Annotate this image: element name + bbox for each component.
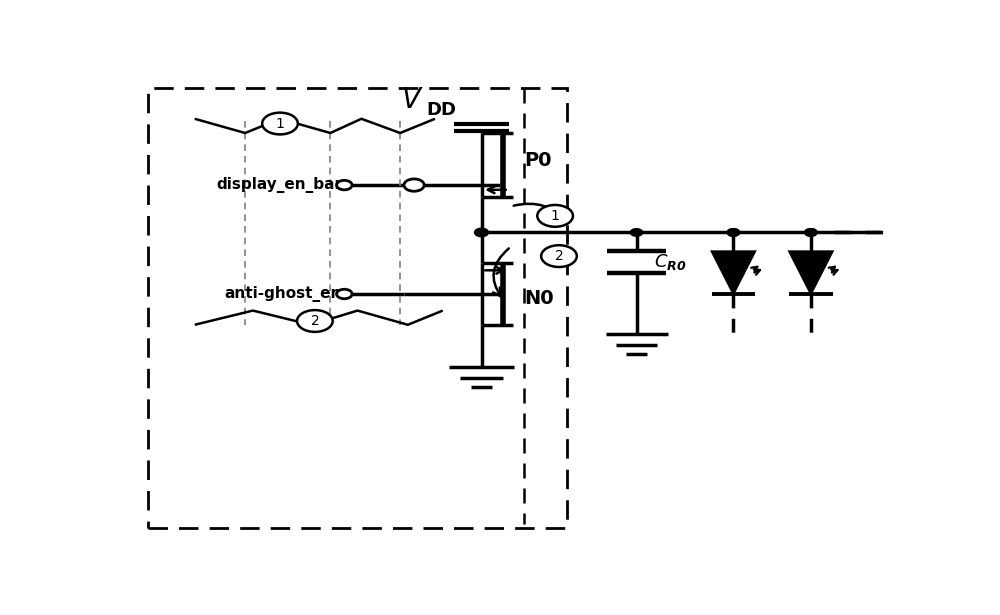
Text: 2: 2 (555, 249, 563, 263)
Polygon shape (789, 252, 833, 294)
Text: 1: 1 (551, 209, 560, 223)
Circle shape (337, 289, 352, 299)
Circle shape (537, 205, 573, 227)
Circle shape (805, 229, 817, 236)
Circle shape (630, 229, 643, 236)
FancyArrowPatch shape (514, 204, 567, 223)
Text: $\mathit{V}$: $\mathit{V}$ (401, 86, 423, 114)
Text: $\mathregular{DD}$: $\mathregular{DD}$ (426, 101, 457, 119)
Text: P0: P0 (524, 151, 552, 170)
Text: anti-ghost_en: anti-ghost_en (225, 286, 342, 302)
Text: $C_{\mathregular{R0}}$: $C_{\mathregular{R0}}$ (654, 252, 686, 272)
Circle shape (727, 229, 740, 236)
Circle shape (337, 180, 352, 190)
Circle shape (541, 245, 577, 267)
Circle shape (727, 229, 740, 236)
Text: display_en_bar: display_en_bar (216, 177, 342, 193)
Text: 1: 1 (276, 116, 284, 130)
Circle shape (262, 113, 298, 135)
Polygon shape (712, 252, 755, 294)
FancyArrowPatch shape (493, 248, 509, 296)
Text: 2: 2 (310, 314, 319, 328)
Circle shape (297, 310, 333, 332)
Circle shape (805, 229, 817, 236)
Circle shape (475, 228, 488, 237)
Circle shape (404, 179, 424, 191)
Text: N0: N0 (524, 289, 554, 308)
